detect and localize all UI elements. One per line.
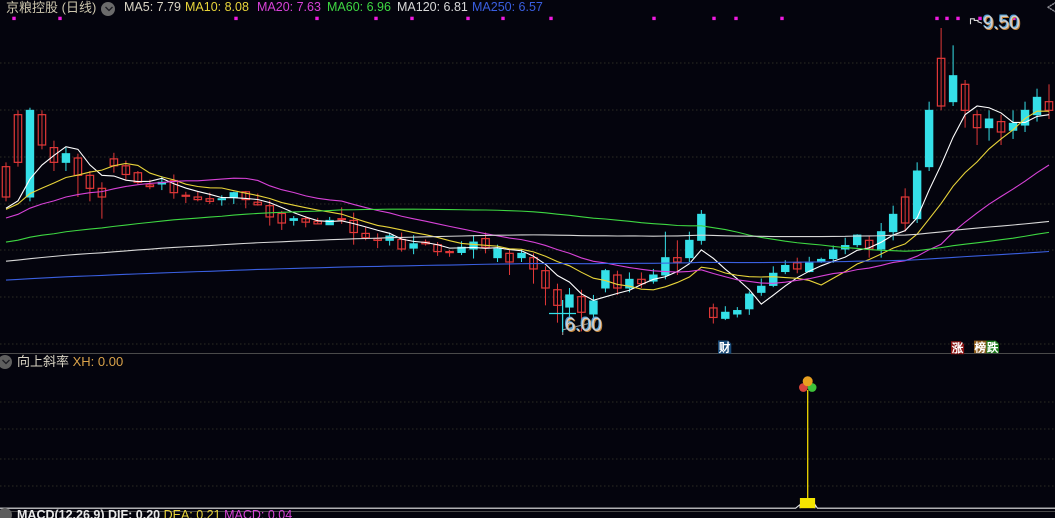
svg-text:榜: 榜 [973,340,986,354]
svg-text:跌: 跌 [987,340,999,354]
svg-text:涨: 涨 [952,341,964,355]
svg-text:财: 财 [718,340,731,354]
